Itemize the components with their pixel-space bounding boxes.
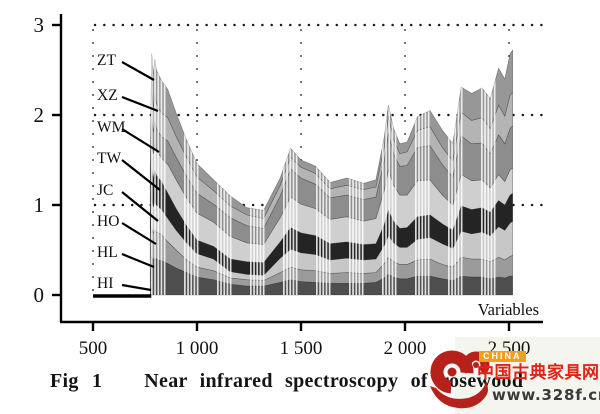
leader-line-TW [121, 159, 161, 191]
x-tick-label: 1 000 [176, 338, 219, 359]
y-tick-label: 0 [34, 283, 45, 307]
series-label-WM: WM [97, 119, 126, 136]
leader-line-JC [121, 191, 159, 222]
series-label-HL: HL [97, 244, 118, 261]
series-label-ZT: ZT [97, 52, 116, 69]
leader-line-XZ [121, 95, 159, 113]
x-tick-label: 500 [79, 338, 108, 359]
stripe-overlay [150, 50, 513, 296]
x-axis-title: Variables [478, 300, 539, 319]
series-label-JC: JC [97, 182, 113, 199]
series-label-HI: HI [97, 275, 113, 292]
caption-fig-number: Fig 1 [50, 370, 103, 392]
h-gridline-dotted [93, 113, 543, 117]
watermark-url: www.328f.cn [492, 386, 600, 404]
figure-caption: Fig 1 Near infrared spectroscopy of rosew… [50, 370, 590, 393]
h-gridline-dotted [93, 23, 543, 27]
leader-line-HO [121, 222, 157, 245]
leader-line-HI [121, 283, 152, 292]
y-tick-label: 2 [34, 103, 45, 127]
site-logo-icon [430, 350, 490, 409]
leader-line-HL [121, 252, 155, 269]
axes [52, 14, 543, 331]
caption-text: Near infrared spectroscopy of rosewood [144, 370, 524, 392]
leader-line-WM [121, 128, 160, 153]
v-gridline-dotted [92, 29, 94, 291]
watermark-site-name: 中国古典家具网 [477, 363, 600, 383]
x-tick-label: 1 500 [280, 338, 323, 359]
y-tick-label: 1 [34, 193, 45, 217]
x-tick-label: 2 000 [384, 338, 427, 359]
series-label-TW: TW [97, 150, 121, 167]
series-label-HO: HO [97, 213, 119, 230]
leader-line-ZT [121, 61, 155, 81]
china-badge: CHINA [479, 351, 526, 362]
series-label-XZ: XZ [97, 87, 118, 104]
y-tick-label: 3 [34, 13, 45, 37]
